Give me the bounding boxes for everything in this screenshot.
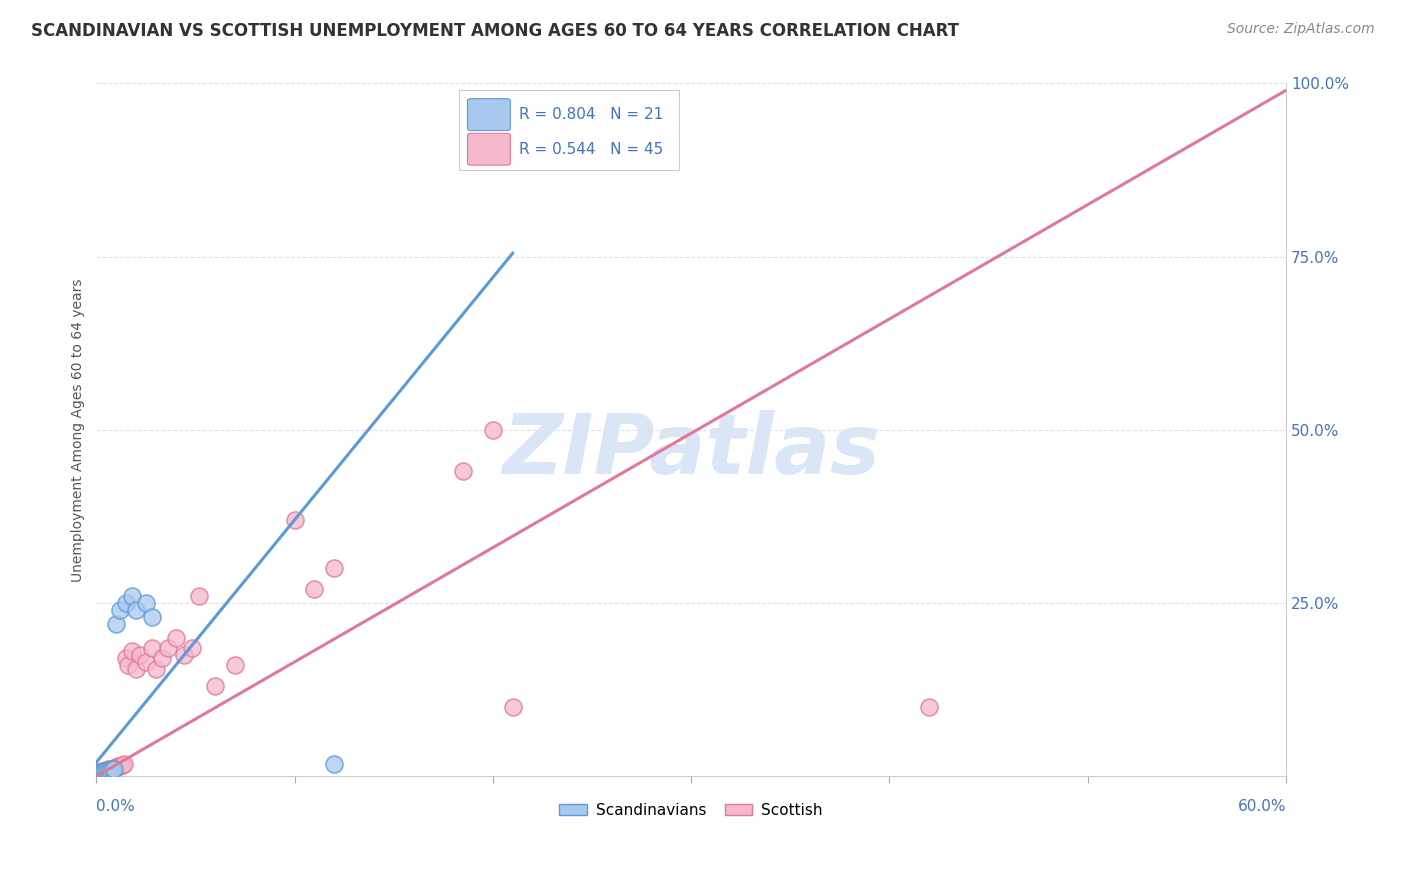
Point	[135, 655, 157, 669]
Point	[97, 762, 120, 776]
Point	[91, 765, 114, 780]
Point	[93, 764, 115, 779]
FancyBboxPatch shape	[468, 133, 510, 165]
Point	[135, 596, 157, 610]
Point	[129, 648, 152, 662]
Point	[89, 766, 111, 780]
Point	[502, 699, 524, 714]
Text: R = 0.544   N = 45: R = 0.544 N = 45	[519, 142, 662, 157]
Point	[93, 764, 115, 779]
Point	[87, 764, 110, 779]
Point	[105, 616, 128, 631]
Text: Source: ZipAtlas.com: Source: ZipAtlas.com	[1227, 22, 1375, 37]
Point	[105, 760, 128, 774]
Point	[89, 764, 111, 779]
Bar	[460, 90, 679, 170]
Y-axis label: Unemployment Among Ages 60 to 64 years: Unemployment Among Ages 60 to 64 years	[72, 278, 86, 582]
Point	[145, 662, 167, 676]
FancyBboxPatch shape	[468, 99, 510, 130]
Point	[224, 658, 246, 673]
Point	[165, 631, 187, 645]
Point	[125, 662, 148, 676]
Point	[141, 640, 163, 655]
Point	[323, 561, 346, 575]
Point	[112, 757, 135, 772]
Point	[304, 582, 326, 596]
Point	[96, 764, 118, 779]
Point	[89, 765, 111, 780]
Point	[96, 764, 118, 779]
Point	[284, 513, 307, 527]
Point	[103, 762, 125, 776]
Point	[89, 766, 111, 780]
Point	[150, 651, 173, 665]
Point	[918, 699, 941, 714]
Point	[96, 763, 118, 777]
Point	[188, 589, 211, 603]
Point	[87, 767, 110, 781]
Point	[482, 423, 505, 437]
Point	[97, 764, 120, 778]
Legend: Scandinavians, Scottish: Scandinavians, Scottish	[553, 797, 830, 824]
Point	[101, 762, 124, 776]
Text: ZIPatlas: ZIPatlas	[502, 410, 880, 491]
Point	[97, 764, 120, 778]
Text: SCANDINAVIAN VS SCOTTISH UNEMPLOYMENT AMONG AGES 60 TO 64 YEARS CORRELATION CHAR: SCANDINAVIAN VS SCOTTISH UNEMPLOYMENT AM…	[31, 22, 959, 40]
Point	[98, 763, 121, 777]
Point	[87, 765, 110, 780]
Point	[93, 764, 115, 778]
Point	[107, 759, 129, 773]
Point	[180, 640, 202, 655]
Point	[125, 603, 148, 617]
Point	[103, 761, 125, 775]
Point	[451, 464, 474, 478]
Point	[91, 764, 114, 779]
Point	[115, 651, 138, 665]
Point	[323, 756, 346, 771]
Point	[91, 765, 114, 780]
Point	[87, 767, 110, 781]
Point	[108, 603, 131, 617]
Point	[141, 610, 163, 624]
Point	[156, 640, 179, 655]
Point	[98, 762, 121, 776]
Point	[101, 762, 124, 776]
Point	[87, 766, 110, 780]
Point	[91, 764, 114, 779]
Point	[111, 758, 134, 772]
Point	[121, 589, 143, 603]
Point	[115, 596, 138, 610]
Point	[204, 679, 226, 693]
Text: 60.0%: 60.0%	[1237, 799, 1286, 814]
Text: 0.0%: 0.0%	[97, 799, 135, 814]
Point	[117, 658, 139, 673]
Point	[121, 644, 143, 658]
Text: R = 0.804   N = 21: R = 0.804 N = 21	[519, 107, 662, 122]
Point	[173, 648, 195, 662]
Point	[108, 758, 131, 772]
Point	[98, 763, 121, 777]
Point	[93, 764, 115, 779]
